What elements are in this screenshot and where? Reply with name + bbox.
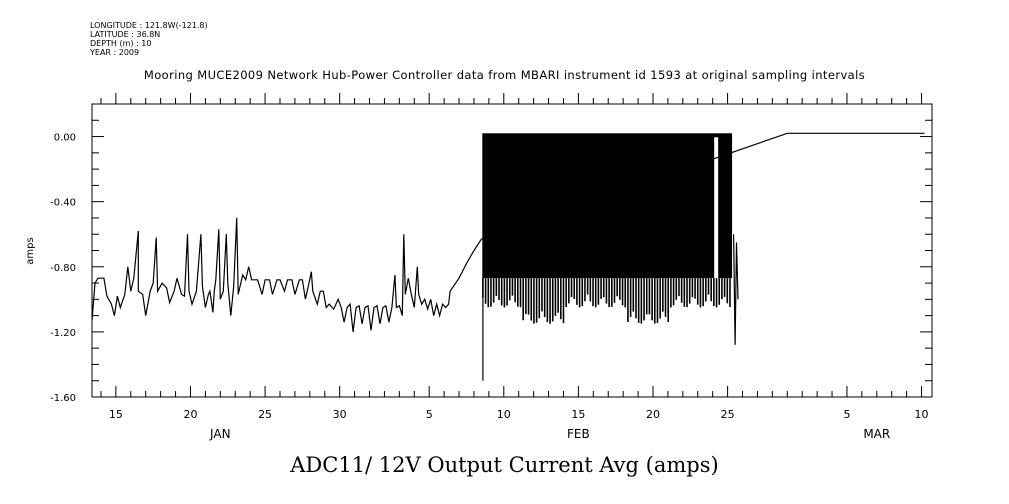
x-tick-label: 5 xyxy=(843,408,850,421)
y-tick-label: -0.80 xyxy=(50,263,76,274)
y-axis: 0.00 -0.40 -0.80 -1.20 -1.60 xyxy=(50,103,932,404)
longitude-label: LONGITUDE : 121.8W(-121.8) xyxy=(90,21,208,30)
x-tick-label: 15 xyxy=(571,408,585,421)
y-tick-label: -0.40 xyxy=(50,198,76,209)
metadata-block: LONGITUDE : 121.8W(-121.8) LATITUDE : 36… xyxy=(90,21,208,57)
x-tick-label: 30 xyxy=(333,408,347,421)
feb-band-fill xyxy=(482,133,733,279)
x-tick-label: 15 xyxy=(109,408,123,421)
y-tick-label: -1.60 xyxy=(50,393,76,404)
x-tick-label: 10 xyxy=(497,408,511,421)
depth-label: DEPTH (m) : 10 xyxy=(90,39,152,48)
x-axis: 15 20 25 30 5 10 15 20 25 5 10 JAN FEB MAR xyxy=(100,93,929,441)
x-tick-label: 10 xyxy=(915,408,929,421)
chart-title: Mooring MUCE2009 Network Hub-Power Contr… xyxy=(143,68,866,82)
x-tick-label: 25 xyxy=(258,408,272,421)
year-label: YEAR : 2009 xyxy=(90,48,140,57)
x-axis-title: ADC11/ 12V Output Current Avg (amps) xyxy=(290,453,719,477)
late-spike-line xyxy=(733,234,739,345)
x-tick-label: 5 xyxy=(426,408,433,421)
month-label: JAN xyxy=(209,427,231,441)
y-tick-label: -1.20 xyxy=(50,328,76,339)
month-label: FEB xyxy=(567,427,590,441)
latitude-label: LATITUDE : 36.8N xyxy=(90,30,161,39)
late-spikes xyxy=(733,234,739,345)
x-tick-label: 25 xyxy=(721,408,735,421)
y-axis-label: amps xyxy=(25,237,36,264)
x-tick-label: 20 xyxy=(646,408,660,421)
feb-band-gap xyxy=(714,137,719,283)
series-line xyxy=(91,132,925,332)
x-tick-label: 20 xyxy=(183,408,197,421)
feb-dense-band xyxy=(482,133,733,381)
month-label: MAR xyxy=(863,427,890,441)
y-tick-label: 0.00 xyxy=(54,133,76,144)
